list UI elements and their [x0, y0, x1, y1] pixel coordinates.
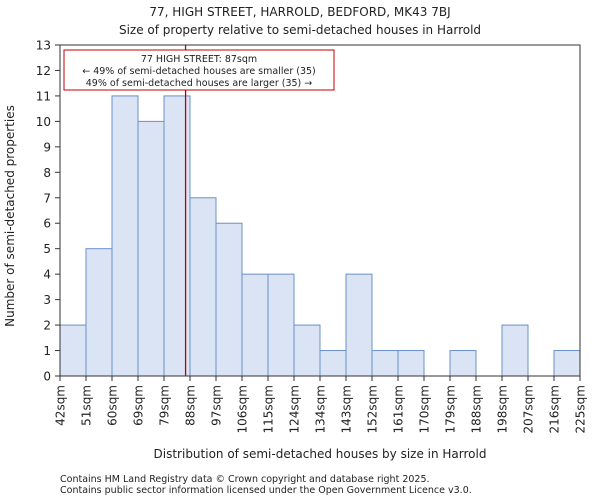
- bar: [189, 197, 217, 377]
- property-marker: 77 HIGH STREET: 87sqm← 49% of semi-detac…: [63, 45, 335, 376]
- y-axis-label: Number of semi-detached properties: [3, 105, 17, 327]
- x-axis-label: Distribution of semi-detached houses by …: [154, 447, 487, 461]
- x-tick-label: 60sqm: [106, 385, 120, 426]
- annotation-title: 77 HIGH STREET: 87sqm: [141, 54, 257, 65]
- bar: [293, 324, 321, 377]
- annotation-smaller-text: ← 49% of semi-detached houses are smalle…: [82, 66, 316, 77]
- annotation-box: [63, 49, 335, 91]
- x-tick-label: 42sqm: [54, 385, 68, 426]
- bar: [85, 248, 113, 377]
- chart-title: 77, HIGH STREET, HARROLD, BEDFORD, MK43 …: [149, 5, 450, 19]
- y-tick-label: 11: [36, 89, 51, 103]
- y-tick-label: 2: [43, 319, 51, 333]
- x-tick-label: 198sqm: [496, 385, 510, 433]
- y-tick-label: 8: [43, 166, 51, 180]
- bar: [137, 120, 165, 377]
- x-tick-label: 207sqm: [522, 385, 536, 433]
- bar: [397, 350, 425, 377]
- y-tick-label: 0: [43, 370, 51, 384]
- x-tick-label: 124sqm: [288, 385, 302, 433]
- footer-line-2: Contains public sector information licen…: [60, 485, 472, 496]
- chart-subtitle: Size of property relative to semi-detach…: [119, 23, 481, 37]
- x-tick-label: 97sqm: [210, 385, 224, 426]
- bar: [319, 350, 347, 377]
- x-tick-label: 170sqm: [418, 385, 432, 433]
- x-tick-label: 115sqm: [262, 385, 276, 433]
- bar: [241, 273, 269, 377]
- y-tick-label: 10: [36, 115, 51, 129]
- y-tick-label: 1: [43, 344, 51, 358]
- x-tick-label: 79sqm: [158, 385, 172, 426]
- bar: [501, 324, 529, 377]
- x-tick-label: 152sqm: [366, 385, 380, 433]
- x-tick-label: 188sqm: [470, 385, 484, 433]
- bar: [553, 350, 581, 377]
- bar: [449, 350, 477, 377]
- annotation-larger-text: 49% of semi-detached houses are larger (…: [86, 78, 313, 89]
- x-tick-label: 225sqm: [574, 385, 588, 433]
- x-tick-label: 88sqm: [184, 385, 198, 426]
- x-tick-label: 134sqm: [314, 385, 328, 433]
- footer-line-1: Contains HM Land Registry data © Crown c…: [60, 474, 430, 485]
- y-tick-label: 7: [43, 191, 51, 205]
- x-tick-label: 161sqm: [392, 385, 406, 433]
- x-axis-ticks: 42sqm 51sqm 60sqm 69sqm 79sqm 88sqm 97sqm 106sq…: [54, 376, 588, 433]
- x-tick-label: 216sqm: [548, 385, 562, 433]
- bar: [345, 273, 373, 377]
- bar: [215, 222, 243, 377]
- bar: [111, 95, 139, 377]
- y-tick-label: 3: [43, 293, 51, 307]
- x-tick-label: 106sqm: [236, 385, 250, 433]
- y-tick-label: 6: [43, 217, 51, 231]
- bar: [267, 273, 295, 377]
- x-tick-label: 69sqm: [132, 385, 146, 426]
- y-tick-label: 4: [43, 268, 51, 282]
- x-tick-label: 179sqm: [444, 385, 458, 433]
- y-tick-label: 5: [43, 242, 51, 256]
- x-tick-label: 143sqm: [340, 385, 354, 433]
- y-tick-label: 13: [36, 39, 51, 53]
- y-tick-label: 12: [36, 64, 51, 78]
- bars-group: [59, 95, 581, 377]
- x-tick-label: 51sqm: [80, 385, 94, 426]
- y-tick-label: 9: [43, 140, 51, 154]
- bar: [371, 350, 399, 377]
- bar: [59, 324, 87, 377]
